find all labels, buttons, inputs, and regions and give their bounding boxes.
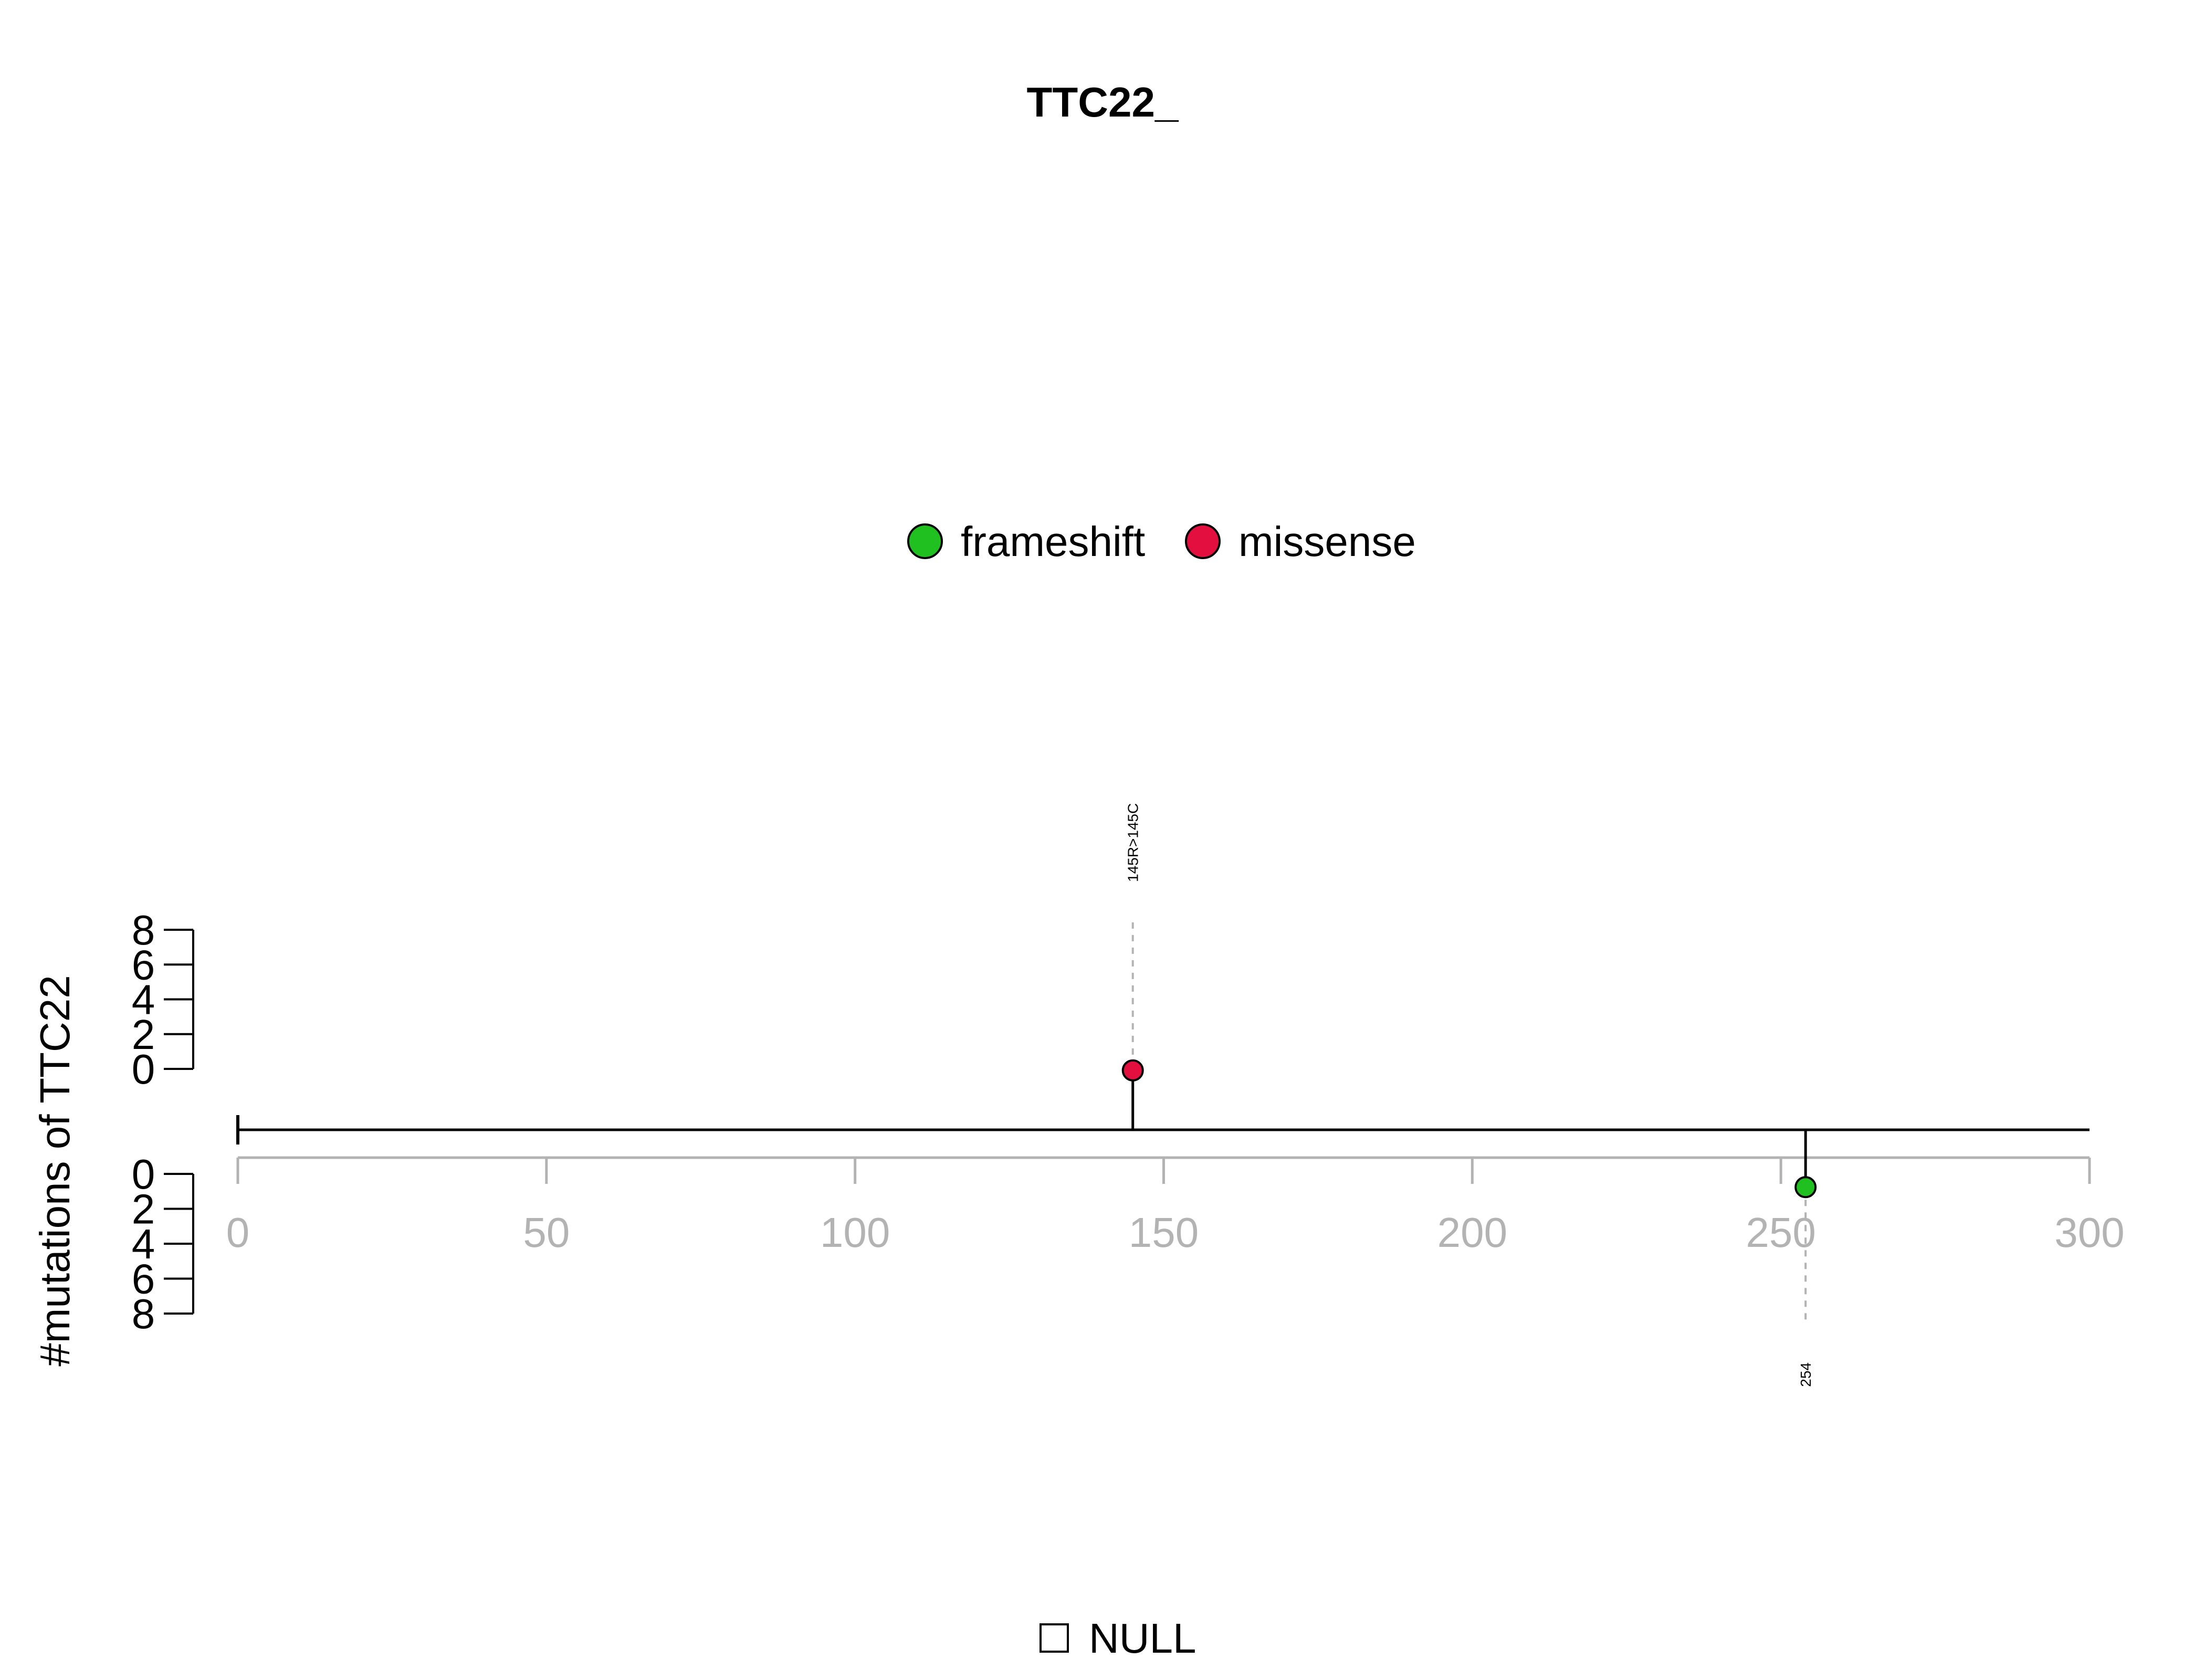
chart-title: TTC22_ <box>1027 79 1179 125</box>
x-tick-label: 300 <box>2054 1209 2124 1256</box>
legend: frameshift missense <box>907 518 1416 565</box>
x-tick-label: 100 <box>820 1209 890 1256</box>
mutation-lollipops: 145R>145C 254 <box>1121 803 1817 1387</box>
x-tick-label: 200 <box>1437 1209 1507 1256</box>
domain-legend-box <box>1040 1623 1069 1653</box>
y-tick-label-top: 4 <box>132 976 155 1023</box>
domain-legend-label: NULL <box>1089 1615 1196 1662</box>
y-tick-label-bottom: 2 <box>132 1186 155 1233</box>
mutation-label: 254 <box>1798 1362 1814 1387</box>
x-tick-label: 150 <box>1129 1209 1199 1256</box>
x-tick-label: 250 <box>1746 1209 1815 1256</box>
y-tick-label-top: 6 <box>132 941 155 988</box>
legend-label-missense: missense <box>1238 518 1416 565</box>
y-tick-label-bottom: 4 <box>132 1221 155 1267</box>
lollipop-head-frameshift <box>1794 1176 1817 1199</box>
y-tick-label-top: 8 <box>132 907 155 953</box>
protein-backbone <box>236 1115 2090 1144</box>
y-tick-label-top: 2 <box>132 1011 155 1058</box>
legend-marker-missense <box>1185 523 1221 559</box>
domain-legend: NULL <box>1040 1615 1196 1662</box>
y-tick-label-bottom: 8 <box>132 1290 155 1337</box>
legend-marker-frameshift <box>907 523 943 559</box>
y-tick-label-bottom: 6 <box>132 1256 155 1303</box>
lollipop-head-missense <box>1121 1059 1144 1082</box>
y-tick-label-top: 0 <box>132 1046 155 1093</box>
x-tick-label: 0 <box>226 1209 250 1256</box>
x-axis: 0 50 100 150 200 250 300 <box>226 1156 2125 1256</box>
legend-label-frameshift: frameshift <box>961 518 1145 565</box>
mutation-label: 145R>145C <box>1125 803 1141 882</box>
y-tick-label-bottom: 0 <box>132 1151 155 1198</box>
y-axis-label: #mutations of TTC22 <box>32 975 78 1367</box>
x-tick-label: 50 <box>523 1209 570 1256</box>
